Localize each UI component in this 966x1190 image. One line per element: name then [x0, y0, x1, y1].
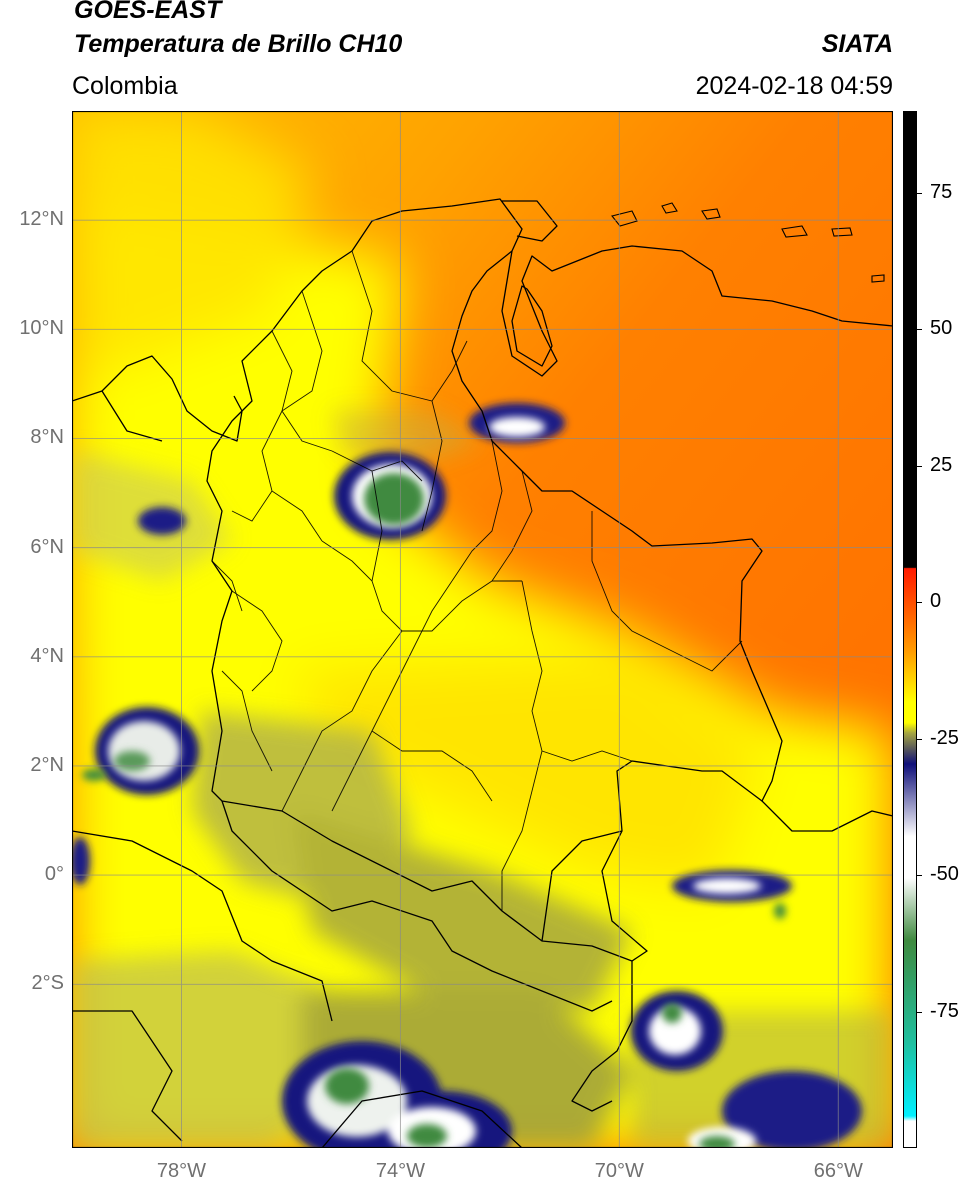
map-frame: [72, 111, 893, 1148]
colorbar-tick-label: -25: [930, 726, 959, 749]
caribbean-islands: [611, 202, 885, 283]
lat-tick-label: 6°N: [30, 535, 64, 558]
colorbar-tick-mark: [917, 329, 922, 331]
colorbar-tick-mark: [917, 192, 922, 194]
colorbar-tick-label: 50: [930, 317, 953, 340]
colorbar-tick-label: -75: [930, 999, 959, 1022]
colorbar-tick-label: 0: [930, 590, 942, 613]
colorbar-tick-label: 25: [930, 453, 953, 476]
map-canvas: [72, 111, 893, 1148]
lon-tick-label: 74°W: [375, 1160, 425, 1182]
colorbar-tick-label: 75: [930, 180, 953, 203]
satellite-title: GOES-EAST: [74, 0, 222, 24]
lon-tick-label: 78°W: [156, 1160, 207, 1182]
colorbar-gradient: [904, 112, 916, 1147]
graticule: [72, 111, 893, 1148]
lat-tick-label: 4°N: [30, 644, 64, 667]
datetime-label: 2024-02-18 04:59: [695, 72, 893, 100]
lon-tick-label: 66°W: [813, 1160, 863, 1182]
lat-tick-label: 12°N: [19, 208, 64, 231]
department-borders: [211, 250, 743, 911]
colorbar-tick-mark: [917, 1011, 922, 1013]
colorbar-tick-label: -50: [930, 863, 959, 886]
organization-label: SIATA: [821, 30, 893, 58]
yellow-field: [72, 111, 893, 1148]
lat-tick-label: 0°: [44, 863, 64, 886]
lat-tick-label: 2°N: [30, 753, 64, 776]
product-title: Temperatura de Brillo CH10: [74, 30, 403, 58]
colorbar-tick-mark: [917, 602, 922, 604]
colorbar-tick-mark: [917, 738, 922, 740]
temperature-colorbar: [903, 111, 917, 1148]
lat-tick-label: 8°N: [30, 426, 64, 449]
region-label: Colombia: [72, 72, 178, 100]
colorbar-tick-mark: [917, 875, 922, 877]
colorbar-tick-mark: [917, 465, 922, 467]
satellite-map[interactable]: [72, 111, 893, 1148]
lat-tick-label: 2°S: [31, 972, 64, 995]
lon-tick-label: 70°W: [594, 1160, 644, 1182]
lat-tick-label: 10°N: [19, 317, 64, 340]
political-borders: [72, 198, 893, 1148]
